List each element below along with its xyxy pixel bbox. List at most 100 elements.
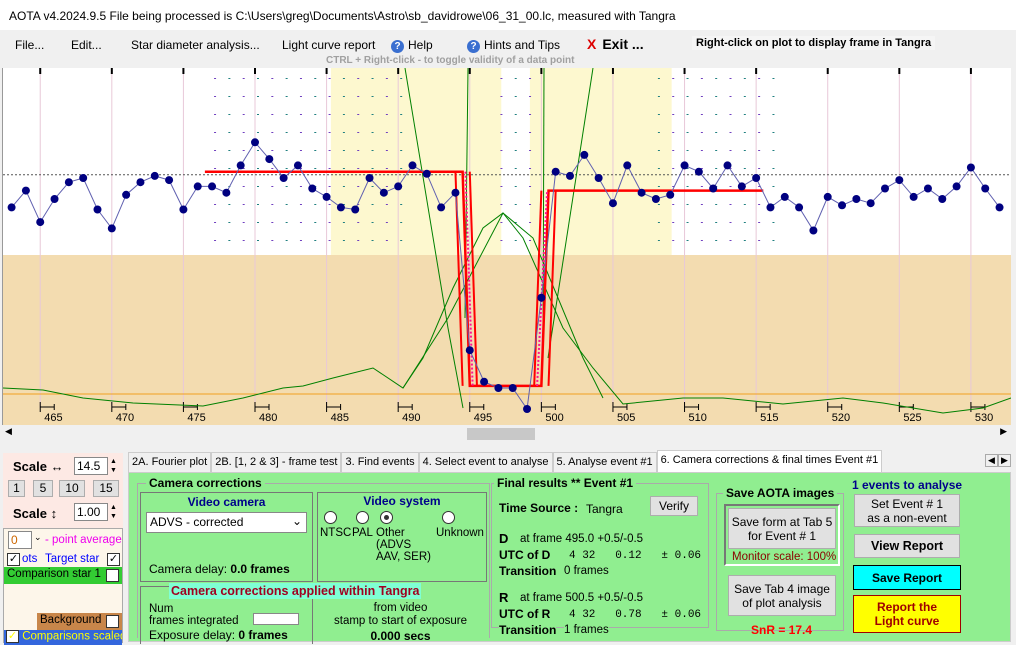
light-curve-plot[interactable]: 465 470 475 480 485 490 495 500 505 510 515 520 525 5… xyxy=(2,68,1011,425)
spinner-icon[interactable]: ▲ ▼ xyxy=(110,458,117,474)
data-point xyxy=(895,176,904,185)
frame-marker xyxy=(400,78,403,79)
frame-marker xyxy=(686,114,689,115)
frame-marker xyxy=(328,114,331,115)
frame-marker xyxy=(342,78,345,79)
frame-marker xyxy=(729,222,732,223)
frame-marker xyxy=(314,222,317,223)
scroll-left-icon[interactable]: ◀ xyxy=(5,426,12,436)
frame-marker xyxy=(514,204,517,205)
menu-file[interactable]: File... xyxy=(15,38,45,52)
menu-exit[interactable]: X Exit ... xyxy=(587,36,644,52)
video-system-radio-3[interactable]: Unknown xyxy=(436,511,484,539)
frame-marker xyxy=(271,222,274,223)
frame-marker xyxy=(314,114,317,115)
target-star-checkbox[interactable]: ✓ xyxy=(107,553,120,567)
save-tab4-button[interactable]: Save Tab 4 image of plot analysis xyxy=(728,575,836,616)
frame-marker xyxy=(328,78,331,79)
menu-edit[interactable]: Edit... xyxy=(71,38,102,52)
video-system-radio-0[interactable]: NTSC xyxy=(320,511,351,539)
scale-controls: Scale ↔ 14.5 ▲ ▼ 1 5 10 15 Scale ↕ 1.00 ▲… xyxy=(3,453,123,528)
tab-camera-corrections[interactable]: 6. Camera corrections & final times Even… xyxy=(656,450,883,472)
frame-marker xyxy=(242,132,245,133)
menu-help[interactable]: ? Help xyxy=(391,38,433,53)
frame-marker xyxy=(214,222,217,223)
left-panel: Scale ↔ 14.5 ▲ ▼ 1 5 10 15 Scale ↕ 1.00 ▲… xyxy=(0,450,125,645)
frame-marker xyxy=(743,132,746,133)
dots-checkbox[interactable]: ✓ xyxy=(7,553,20,567)
tab-select-event[interactable]: 4. Select event to analyse xyxy=(418,452,553,472)
frame-marker xyxy=(686,150,689,151)
offset-value: 0.000 secs xyxy=(370,629,431,643)
scale-button-1[interactable]: 1 xyxy=(8,480,25,497)
x-tick-label: 465 xyxy=(44,412,62,424)
help-icon: ? xyxy=(391,40,404,53)
point-average-select[interactable]: 0 xyxy=(8,531,32,549)
scale-button-5[interactable]: 5 xyxy=(33,480,53,497)
scale-h-input[interactable]: 14.5 xyxy=(74,457,108,475)
frames-integrated-input[interactable] xyxy=(253,613,299,625)
spinner-icon[interactable]: ▲ ▼ xyxy=(110,504,117,520)
lower-band xyxy=(3,255,1011,425)
frame-marker xyxy=(228,132,231,133)
tab-find-events[interactable]: 3. Find events xyxy=(341,452,419,472)
tab-fourier-plot[interactable]: 2A. Fourier plot xyxy=(128,452,212,472)
frame-marker xyxy=(700,132,703,133)
data-point xyxy=(322,192,331,201)
set-non-event-button[interactable]: Set Event # 1 as a non-event xyxy=(854,494,960,527)
frame-marker xyxy=(657,132,660,133)
tab-frame-test[interactable]: 2B. [1, 2 & 3] - frame test xyxy=(211,452,342,472)
data-point xyxy=(981,184,990,193)
data-point xyxy=(537,293,546,302)
frame-marker xyxy=(514,132,517,133)
frame-marker xyxy=(357,186,360,187)
frame-marker xyxy=(758,78,761,79)
data-point xyxy=(122,190,131,199)
chart-svg[interactable]: 465 470 475 480 485 490 495 500 505 510 515 520 525 5… xyxy=(3,68,1011,425)
comparisons-scaled-label: Comparisons scaled xyxy=(22,630,122,643)
menu-star-diameter[interactable]: Star diameter analysis... xyxy=(131,38,260,52)
frame-marker xyxy=(299,132,302,133)
report-light-curve-button[interactable]: Report the Light curve xyxy=(853,595,961,633)
scale-v-input[interactable]: 1.00 xyxy=(74,503,108,521)
plot-background xyxy=(3,68,1011,255)
comparison-star-1-checkbox[interactable] xyxy=(106,569,119,582)
frame-marker xyxy=(342,150,345,151)
camera-select[interactable]: ADVS - corrected ⌄ xyxy=(146,512,307,533)
data-point xyxy=(21,186,30,195)
tab-analyse-event[interactable]: 5. Analyse event #1 xyxy=(552,452,657,472)
scale-button-10[interactable]: 10 xyxy=(59,480,85,497)
frame-marker xyxy=(529,114,532,115)
data-point xyxy=(451,188,460,197)
verify-button[interactable]: Verify xyxy=(650,496,698,516)
frame-marker xyxy=(242,222,245,223)
menu-light-curve-report[interactable]: Light curve report xyxy=(282,38,376,52)
utc-d-label: UTC of D xyxy=(499,548,551,562)
frame-marker xyxy=(700,78,703,79)
save-form-button[interactable]: Save form at Tab 5 for Event # 1 xyxy=(728,508,836,549)
video-system-group: Video system NTSC PAL Other (ADVS AAV, SER… xyxy=(317,492,487,582)
frame-marker xyxy=(371,168,374,169)
video-system-radio-2[interactable]: Other (ADVS AAV, SER) xyxy=(376,511,431,563)
frame-marker xyxy=(385,168,388,169)
scroll-right-icon[interactable]: ▶ xyxy=(1000,426,1007,436)
frame-marker xyxy=(500,114,503,115)
background-checkbox[interactable] xyxy=(106,615,119,628)
tab-scroll-right-icon[interactable]: ▶ xyxy=(998,454,1011,467)
comparisons-scaled-checkbox[interactable]: ✓ xyxy=(6,630,19,643)
noise-curve xyxy=(3,212,1011,414)
view-report-button[interactable]: View Report xyxy=(854,534,960,558)
tab-scroll-left-icon[interactable]: ◀ xyxy=(985,454,998,467)
video-system-radio-1[interactable]: PAL xyxy=(352,511,373,539)
menu-hints[interactable]: ? Hints and Tips xyxy=(467,38,560,53)
frame-marker xyxy=(400,168,403,169)
d-frame: at frame 495.0 +0.5/-0.5 xyxy=(520,533,644,545)
target-star-label: Target star xyxy=(45,553,100,565)
frame-marker xyxy=(257,240,259,241)
d-transition-label: Transition xyxy=(499,564,557,578)
scale-button-15[interactable]: 15 xyxy=(93,480,119,497)
frame-marker xyxy=(385,222,388,223)
save-report-button[interactable]: Save Report xyxy=(853,565,961,590)
scrollbar-thumb[interactable] xyxy=(467,428,535,440)
comparisons-scaled-row: ✓ Comparisons scaled xyxy=(4,630,122,645)
